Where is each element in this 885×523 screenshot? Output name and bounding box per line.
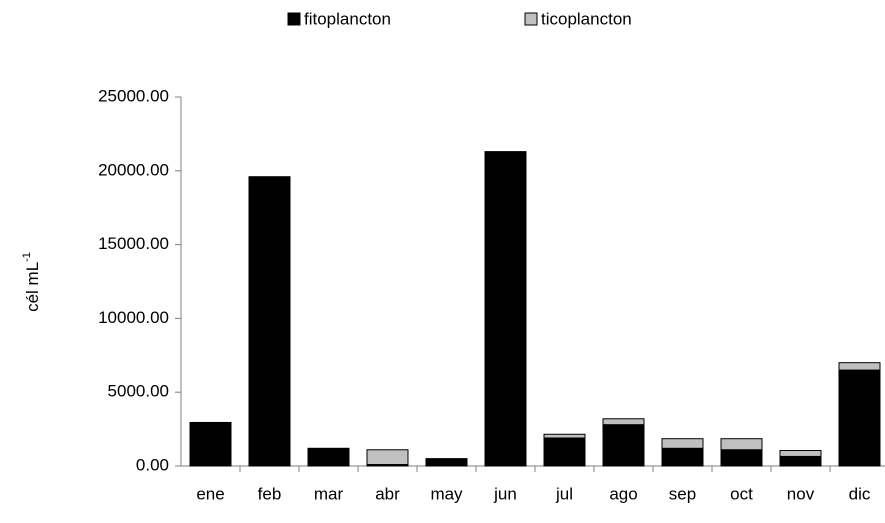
x-tick-label: abr <box>375 484 400 503</box>
bar-segment <box>661 447 704 467</box>
x-tick-label: jul <box>555 484 573 503</box>
x-tick-label: mar <box>314 484 344 503</box>
bar-segment <box>838 369 881 467</box>
x-tick-label: may <box>430 484 463 503</box>
x-tick-label: jun <box>493 484 517 503</box>
y-tick-label: 25000.00 <box>98 86 169 105</box>
bar-segment <box>838 362 881 371</box>
bar-segment <box>779 450 822 457</box>
legend-swatch <box>524 12 538 26</box>
y-tick-label: 15000.00 <box>98 234 169 253</box>
bar-segment <box>307 447 350 467</box>
x-tick-label: nov <box>787 484 815 503</box>
legend-label: fitoplancton <box>304 9 391 28</box>
x-tick-label: oct <box>730 484 753 503</box>
legend-swatch <box>287 12 301 26</box>
bar-segment <box>779 455 822 467</box>
bar-segment <box>543 433 586 439</box>
x-tick-label: feb <box>258 484 282 503</box>
bar-segment <box>543 437 586 467</box>
x-tick-label: dic <box>849 484 871 503</box>
bar-segment <box>366 449 409 466</box>
y-axis-label: cél mL-1 <box>21 252 43 312</box>
bar-segment <box>720 449 763 467</box>
bar-segment <box>425 458 468 467</box>
y-tick-label: 0.00 <box>136 455 169 474</box>
bar-segment <box>720 438 763 451</box>
bar-segment <box>661 438 704 449</box>
y-tick-label: 10000.00 <box>98 308 169 327</box>
bar-segment <box>602 424 645 467</box>
x-tick-label: ene <box>196 484 224 503</box>
x-tick-label: ago <box>609 484 637 503</box>
y-axis-label-sup: -1 <box>21 252 33 262</box>
bar-segment <box>189 421 232 467</box>
bar-segment <box>484 151 527 467</box>
y-tick-label: 5000.00 <box>108 382 169 401</box>
bar-segment <box>602 418 645 426</box>
bar-segment <box>248 176 291 467</box>
x-tick-label: sep <box>669 484 696 503</box>
y-tick-label: 20000.00 <box>98 160 169 179</box>
legend-label: ticoplancton <box>541 9 632 28</box>
y-axis-label-main: cél mL <box>23 262 42 312</box>
